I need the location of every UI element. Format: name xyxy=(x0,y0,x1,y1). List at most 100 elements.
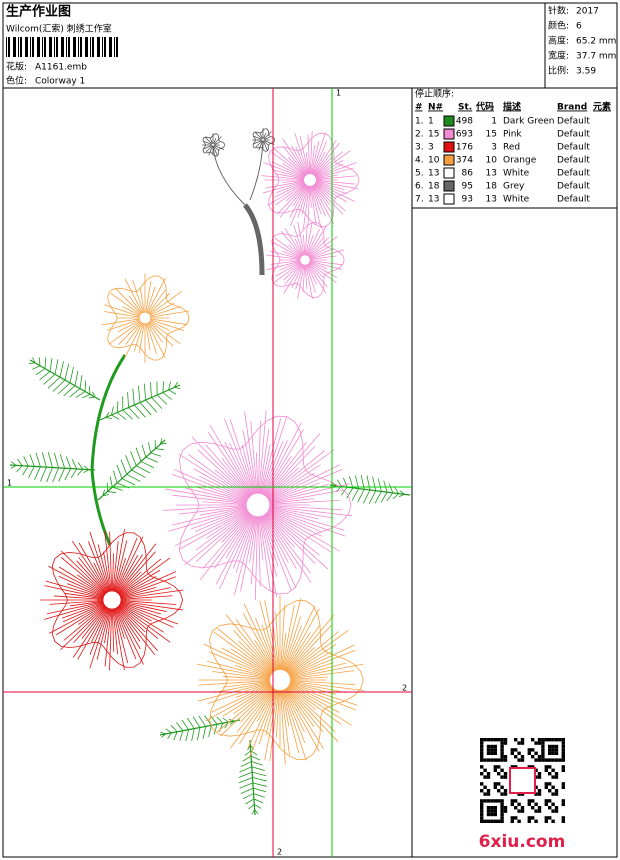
qr-cell xyxy=(510,819,514,823)
petal-outline xyxy=(107,275,190,361)
leaf-stitch xyxy=(242,793,254,800)
stitch xyxy=(262,181,305,194)
leaf-stitch xyxy=(252,782,267,787)
stitches: 693 xyxy=(456,130,473,140)
stitch xyxy=(310,185,317,226)
stitch xyxy=(103,551,111,592)
qr-cell xyxy=(544,816,548,820)
stitch xyxy=(48,565,105,597)
stitch xyxy=(294,133,309,175)
stitch xyxy=(163,505,247,511)
stitch xyxy=(222,680,270,688)
colorway-label: 色位: xyxy=(6,75,27,87)
stop: 2. xyxy=(415,130,424,140)
leaf-stitch xyxy=(52,467,59,483)
qr-cell xyxy=(490,809,494,813)
petal-outline xyxy=(209,600,364,760)
stitch xyxy=(310,145,316,175)
qr-cell xyxy=(520,809,525,813)
stop: 7. xyxy=(415,195,424,205)
qr-cell xyxy=(544,782,548,786)
stitch xyxy=(120,600,183,611)
stitch xyxy=(240,516,257,592)
stat-label: 宽度: xyxy=(548,50,569,62)
qr-cell xyxy=(554,789,559,793)
stitch xyxy=(290,676,328,680)
stitch xyxy=(314,183,347,212)
stitch xyxy=(213,145,219,151)
stitch xyxy=(115,555,139,593)
qr-cell xyxy=(541,748,545,752)
stitch xyxy=(260,418,282,495)
qr-cell xyxy=(551,785,555,789)
leaf-stitch xyxy=(222,717,229,723)
stitch xyxy=(282,250,301,259)
stitch xyxy=(312,185,334,225)
stitch xyxy=(311,185,322,215)
stitch xyxy=(112,608,119,655)
stitch xyxy=(69,600,104,607)
qr-cell xyxy=(561,782,565,786)
leaf-stitch xyxy=(41,452,47,468)
leaf-stitch xyxy=(238,777,253,784)
qr-cell xyxy=(551,819,555,823)
code: 13 xyxy=(486,195,497,205)
leaf-stitch xyxy=(133,404,146,418)
qr-cell xyxy=(551,751,555,755)
stitch xyxy=(259,444,271,494)
stitch xyxy=(132,280,144,313)
qr-cell xyxy=(561,755,565,759)
qr-cell xyxy=(493,748,497,752)
qr-cell xyxy=(500,819,504,823)
stitch xyxy=(45,580,104,599)
leaf-stitch xyxy=(111,406,114,416)
leaf-stitch xyxy=(229,720,235,725)
qr-cell xyxy=(520,755,525,759)
marker: 2 xyxy=(277,848,282,857)
leaf-stitch xyxy=(140,461,155,469)
stitch xyxy=(213,631,272,675)
qr-cell xyxy=(500,816,504,820)
leaf-stitch xyxy=(151,397,163,409)
stitch xyxy=(115,607,144,665)
stitch xyxy=(213,146,218,156)
qr-cell xyxy=(493,744,497,749)
leaf-stitch xyxy=(34,466,41,481)
stat-value: 3.59 xyxy=(576,67,596,77)
leaf-stitch xyxy=(244,750,251,756)
qr-cell xyxy=(534,751,538,755)
bar-stripe xyxy=(56,37,58,57)
leaf-stitch xyxy=(105,417,113,420)
stitch xyxy=(235,683,271,698)
qr-cell xyxy=(493,738,497,742)
stop: 6. xyxy=(415,182,424,192)
qr-cell xyxy=(531,816,535,820)
stitch xyxy=(262,440,288,495)
stitch xyxy=(269,690,280,762)
qr-cell xyxy=(561,765,565,769)
stitch xyxy=(146,323,157,354)
qr-cell xyxy=(500,755,504,759)
qr-cell xyxy=(490,738,494,742)
needle: 3 xyxy=(428,143,434,153)
stitch xyxy=(308,262,324,278)
stitch xyxy=(125,322,143,345)
stitch xyxy=(235,515,255,573)
qr-cell xyxy=(541,755,545,759)
stat-label: 颜色: xyxy=(548,20,569,32)
stitch xyxy=(124,322,143,359)
stitch xyxy=(262,515,297,589)
qr-cell xyxy=(480,751,484,755)
stitch xyxy=(269,499,340,505)
brand: Default xyxy=(557,143,590,153)
leaf-stitch xyxy=(254,803,261,809)
stitch xyxy=(290,680,356,686)
qr-cell xyxy=(537,809,542,813)
qr-cell xyxy=(520,806,525,810)
stitches: 374 xyxy=(456,156,473,166)
stitch xyxy=(194,509,248,532)
bar-stripe xyxy=(30,37,31,57)
stitch xyxy=(287,647,316,674)
swatch xyxy=(443,154,455,166)
stitch xyxy=(187,453,250,499)
